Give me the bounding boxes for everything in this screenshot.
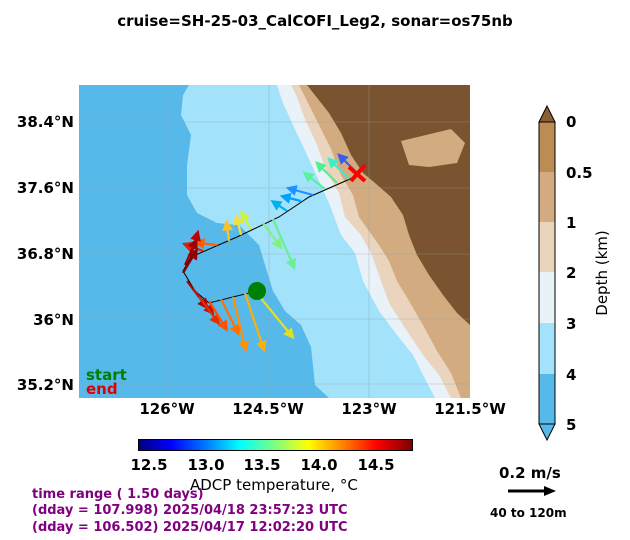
start-marker [248, 282, 266, 300]
grid-lines [79, 85, 470, 398]
lon-label: 123°W [341, 400, 397, 418]
vector [193, 238, 218, 250]
time-start-text: (dday = 106.502) 2025/04/17 12:02:20 UTC [32, 520, 348, 535]
depth-colorbar [538, 104, 556, 442]
scale-depth-range: 40 to 120m [490, 506, 567, 520]
start-legend: start [86, 366, 127, 384]
vector [243, 292, 267, 353]
scale-arrow-icon [508, 486, 556, 496]
depth-tick: 5 [566, 416, 577, 434]
lat-label: 35.2°N [16, 376, 74, 394]
temp-tick: 14.5 [357, 456, 395, 474]
lon-label: 124.5°W [232, 400, 304, 418]
depth-tick: 4 [566, 366, 577, 384]
vector [231, 296, 250, 353]
depth-tick: 2 [566, 264, 577, 282]
map-panel [79, 85, 470, 398]
vector [270, 199, 288, 212]
depth-tick: 3 [566, 315, 577, 333]
vector [271, 218, 296, 271]
plot-title: cruise=SH-25-03_CalCOFI_Leg2, sonar=os75… [117, 12, 513, 30]
lat-label: 37.6°N [16, 179, 74, 197]
velocity-vectors [181, 153, 360, 353]
vector [220, 298, 240, 336]
vector [327, 157, 350, 180]
temperature-colorbar [138, 439, 413, 451]
temp-tick: 13.0 [187, 456, 225, 474]
scale-speed-label: 0.2 m/s [499, 464, 561, 482]
vector [315, 161, 338, 184]
vector [279, 192, 302, 204]
lat-label: 36.8°N [16, 245, 74, 263]
time-end-text: (dday = 107.998) 2025/04/18 23:57:23 UTC [32, 503, 348, 518]
end-marker [347, 163, 367, 183]
vector [232, 213, 244, 236]
vector [285, 185, 314, 197]
vector [222, 219, 234, 242]
temp-tick: 13.5 [243, 456, 281, 474]
vector [208, 300, 228, 332]
depth-colorbar-label: Depth (km) [593, 230, 611, 316]
lon-label: 126°W [139, 400, 195, 418]
temp-tick: 14.0 [300, 456, 338, 474]
vector [182, 248, 198, 274]
bay-region [401, 129, 465, 167]
temp-tick: 12.5 [130, 456, 168, 474]
vector [198, 296, 221, 326]
depth-tick: 0.5 [566, 164, 593, 182]
vector [240, 210, 252, 230]
time-range-text: time range ( 1.50 days) [32, 487, 204, 502]
vector [262, 222, 283, 250]
depth-tick: 1 [566, 214, 577, 232]
depth-tick: 0 [566, 113, 577, 131]
lon-label: 121.5°W [434, 400, 506, 418]
end-legend: end [86, 380, 118, 398]
vector [302, 171, 326, 190]
temp-colorbar-label: ADCP temperature, °C [190, 476, 358, 494]
lat-label: 36°N [33, 311, 74, 329]
lat-label: 38.4°N [16, 113, 74, 131]
